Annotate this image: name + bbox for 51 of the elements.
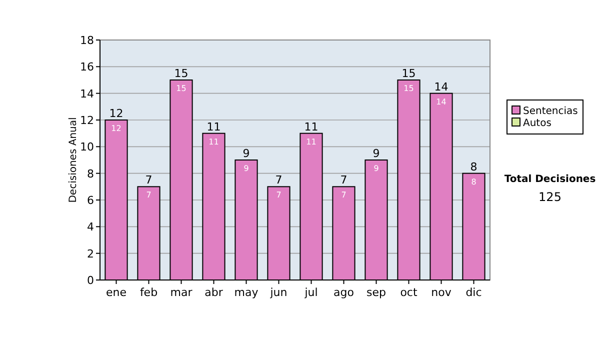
total-label: 11 bbox=[304, 120, 318, 134]
total-label: 7 bbox=[275, 174, 282, 187]
x-tick-label: sep bbox=[366, 286, 386, 299]
x-tick-label: jul bbox=[304, 286, 318, 299]
x-tick-label: feb bbox=[140, 286, 158, 299]
data-label: 15 bbox=[404, 84, 414, 93]
y-tick-label: 0 bbox=[87, 274, 94, 287]
total-label: 11 bbox=[206, 120, 221, 134]
x-tick-label: ago bbox=[334, 286, 354, 299]
y-tick-label: 18 bbox=[80, 34, 94, 47]
data-label: 9 bbox=[244, 164, 249, 173]
data-label: 7 bbox=[146, 190, 152, 200]
legend-label: Sentencias bbox=[523, 106, 578, 117]
x-tick-label: abr bbox=[204, 286, 224, 299]
total-label: 15 bbox=[402, 67, 416, 80]
text: 125 bbox=[538, 190, 562, 204]
data-label: 11 bbox=[306, 137, 316, 146]
total-label: 9 bbox=[242, 147, 250, 160]
x-tick-label: oct bbox=[400, 286, 418, 299]
total-label: 7 bbox=[340, 174, 348, 187]
text: Total Decisiones bbox=[504, 174, 596, 185]
data-label: 15 bbox=[176, 84, 186, 93]
legend-label: Autos bbox=[523, 118, 552, 129]
x-tick-label: may bbox=[234, 286, 259, 299]
data-label: 11 bbox=[208, 137, 219, 146]
total-label: 14 bbox=[434, 80, 448, 94]
total-label: 12 bbox=[109, 107, 124, 120]
x-tick-label: nov bbox=[431, 286, 452, 299]
y-tick-label: 12 bbox=[80, 114, 94, 127]
y-tick-label: 14 bbox=[80, 87, 94, 100]
x-tick-label: dic bbox=[466, 286, 482, 299]
total-label: 7 bbox=[145, 174, 152, 187]
data-label: 7 bbox=[341, 190, 346, 200]
x-tick-label: ene bbox=[106, 286, 127, 299]
total-label: 8 bbox=[470, 160, 478, 174]
y-tick-label: 10 bbox=[80, 140, 94, 154]
y-axis-title: Decisiones Anual bbox=[68, 117, 79, 203]
total-label: 15 bbox=[174, 67, 188, 80]
y-tick-label: 4 bbox=[87, 220, 94, 234]
total-label: 9 bbox=[372, 147, 380, 160]
y-tick-label: 6 bbox=[87, 194, 94, 207]
y-tick-label: 8 bbox=[87, 167, 94, 180]
data-label: 9 bbox=[374, 164, 379, 173]
data-label: 8 bbox=[471, 177, 476, 186]
y-tick-label: 16 bbox=[80, 60, 94, 74]
data-label: 7 bbox=[276, 190, 282, 200]
x-tick-label: mar bbox=[170, 286, 193, 299]
data-label: 14 bbox=[436, 97, 446, 106]
x-tick-label: jun bbox=[269, 286, 288, 299]
y-tick-label: 2 bbox=[87, 247, 94, 260]
data-label: 12 bbox=[111, 124, 122, 133]
